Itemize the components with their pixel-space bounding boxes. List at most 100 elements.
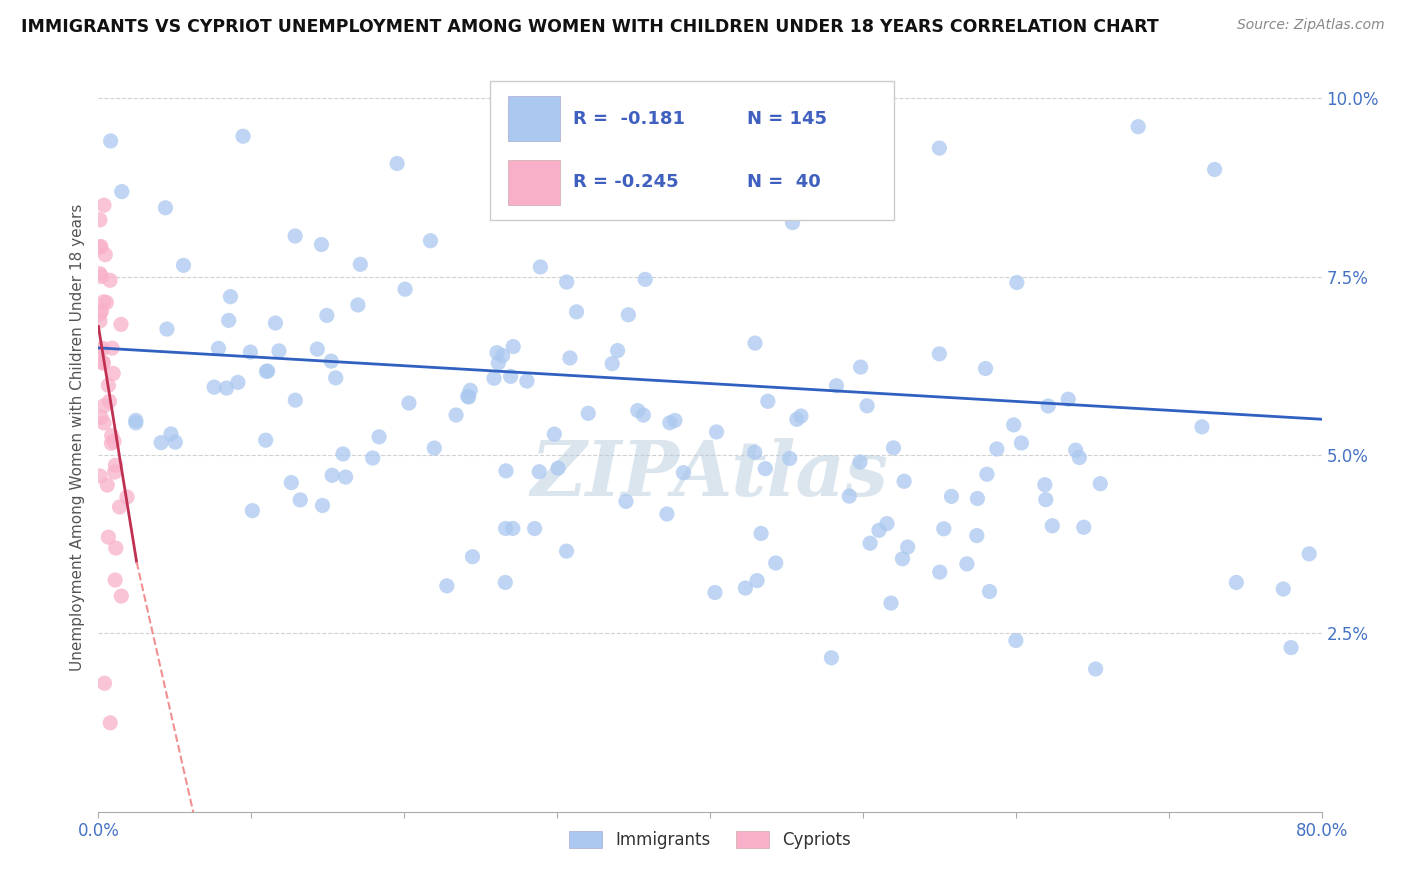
Point bbox=[436, 579, 458, 593]
Point bbox=[349, 257, 371, 271]
Point bbox=[882, 441, 904, 455]
Point bbox=[782, 216, 804, 230]
Point bbox=[1073, 520, 1095, 534]
Point bbox=[98, 273, 121, 287]
Point bbox=[786, 412, 808, 426]
Point bbox=[849, 455, 872, 469]
Point bbox=[1033, 477, 1056, 491]
Point bbox=[928, 347, 950, 361]
Point bbox=[1038, 399, 1060, 413]
Point bbox=[502, 340, 524, 354]
Point bbox=[89, 267, 111, 281]
Point bbox=[633, 408, 655, 422]
Point bbox=[115, 490, 138, 504]
Point bbox=[1298, 547, 1320, 561]
Point bbox=[1069, 450, 1091, 465]
Point bbox=[218, 313, 240, 327]
Point bbox=[93, 294, 115, 309]
Point bbox=[240, 503, 263, 517]
Point bbox=[311, 499, 333, 513]
Point bbox=[89, 240, 111, 254]
Point bbox=[1002, 417, 1025, 432]
Point bbox=[482, 371, 505, 385]
Point bbox=[90, 269, 112, 284]
Point bbox=[219, 290, 242, 304]
Point bbox=[825, 378, 848, 392]
Point bbox=[125, 413, 148, 427]
Point bbox=[325, 371, 347, 385]
Point bbox=[111, 185, 134, 199]
Point bbox=[91, 342, 114, 356]
Point bbox=[576, 406, 599, 420]
Point bbox=[461, 549, 484, 564]
Point bbox=[614, 494, 637, 508]
Point bbox=[734, 581, 756, 595]
Point bbox=[765, 556, 787, 570]
Point bbox=[1279, 640, 1302, 655]
Text: N = 145: N = 145 bbox=[747, 110, 827, 128]
Point bbox=[108, 500, 131, 514]
Point bbox=[986, 442, 1008, 456]
Point bbox=[555, 544, 578, 558]
Point bbox=[215, 381, 238, 395]
Point bbox=[284, 393, 307, 408]
Point bbox=[93, 399, 115, 413]
Point bbox=[90, 410, 112, 425]
Point bbox=[96, 478, 118, 492]
Point bbox=[284, 229, 307, 244]
Point bbox=[280, 475, 302, 490]
Point bbox=[156, 322, 179, 336]
Point bbox=[868, 524, 890, 538]
Point bbox=[125, 416, 148, 430]
Point bbox=[779, 451, 801, 466]
Point bbox=[744, 445, 766, 459]
Point bbox=[232, 129, 254, 144]
Point bbox=[457, 389, 479, 403]
Point bbox=[394, 282, 416, 296]
Point bbox=[97, 530, 120, 544]
Point bbox=[89, 212, 111, 227]
Point bbox=[150, 435, 173, 450]
Point bbox=[932, 522, 955, 536]
Point bbox=[756, 394, 779, 409]
Point bbox=[1084, 662, 1107, 676]
Point bbox=[89, 307, 111, 321]
Point bbox=[704, 585, 727, 599]
Point bbox=[1005, 276, 1028, 290]
Point bbox=[1191, 420, 1213, 434]
Point bbox=[207, 342, 229, 356]
Point bbox=[966, 528, 988, 542]
Point bbox=[600, 357, 623, 371]
Point bbox=[1064, 443, 1087, 458]
Point bbox=[155, 201, 177, 215]
Point bbox=[928, 565, 950, 579]
Point bbox=[974, 361, 997, 376]
Point bbox=[89, 469, 111, 483]
Point bbox=[523, 522, 546, 536]
Point bbox=[502, 521, 524, 535]
Point bbox=[979, 584, 1001, 599]
Point bbox=[1090, 476, 1112, 491]
FancyBboxPatch shape bbox=[489, 81, 894, 219]
Point bbox=[98, 715, 121, 730]
Point bbox=[1225, 575, 1247, 590]
Point bbox=[90, 304, 112, 318]
Point bbox=[361, 450, 384, 465]
Point bbox=[565, 305, 588, 319]
Point bbox=[1057, 392, 1080, 407]
Point bbox=[1128, 120, 1150, 134]
Text: R =  -0.181: R = -0.181 bbox=[574, 110, 685, 128]
Point bbox=[96, 295, 118, 310]
Text: R = -0.245: R = -0.245 bbox=[574, 173, 679, 191]
Point bbox=[494, 575, 516, 590]
Point bbox=[516, 374, 538, 388]
Y-axis label: Unemployment Among Women with Children Under 18 years: Unemployment Among Women with Children U… bbox=[70, 203, 86, 671]
Point bbox=[486, 356, 509, 370]
Point bbox=[423, 441, 446, 455]
Point bbox=[89, 314, 111, 328]
Point bbox=[103, 434, 125, 449]
Point bbox=[160, 427, 183, 442]
Text: N =  40: N = 40 bbox=[747, 173, 821, 191]
Point bbox=[94, 248, 117, 262]
Point bbox=[941, 490, 963, 504]
